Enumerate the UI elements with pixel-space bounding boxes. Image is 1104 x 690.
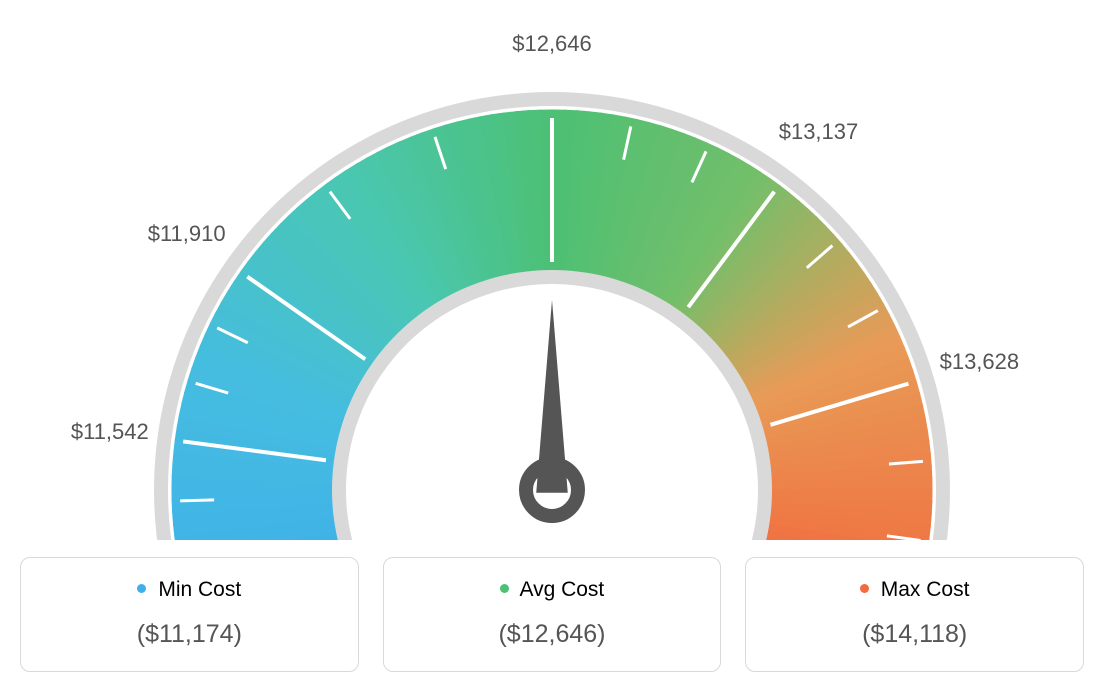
max-cost-value: ($14,118) <box>756 620 1073 649</box>
gauge-tick-label: $11,910 <box>148 221 226 247</box>
max-dot-icon <box>860 584 869 593</box>
gauge-tick-label: $13,628 <box>940 349 1020 375</box>
max-cost-title: Max Cost <box>756 578 1073 602</box>
gauge-tick-label: $12,646 <box>512 31 592 57</box>
min-cost-card: Min Cost ($11,174) <box>20 557 359 672</box>
min-cost-value: ($11,174) <box>31 620 348 649</box>
avg-cost-label: Avg Cost <box>519 578 604 601</box>
summary-cards: Min Cost ($11,174) Avg Cost ($12,646) Ma… <box>0 557 1104 672</box>
min-dot-icon <box>137 584 146 593</box>
avg-cost-card: Avg Cost ($12,646) <box>383 557 722 672</box>
gauge-svg <box>0 0 1104 540</box>
avg-cost-title: Avg Cost <box>394 578 711 602</box>
min-cost-label: Min Cost <box>158 578 241 601</box>
gauge-tick-label: $11,542 <box>71 419 149 445</box>
max-cost-card: Max Cost ($14,118) <box>745 557 1084 672</box>
gauge-chart: $11,174$11,542$11,910$12,646$13,137$13,6… <box>0 0 1104 540</box>
chart-container: $11,174$11,542$11,910$12,646$13,137$13,6… <box>0 0 1104 690</box>
min-cost-title: Min Cost <box>31 578 348 602</box>
avg-cost-value: ($12,646) <box>394 620 711 649</box>
max-cost-label: Max Cost <box>881 578 970 601</box>
gauge-tick-label: $13,137 <box>779 119 859 145</box>
avg-dot-icon <box>500 584 509 593</box>
